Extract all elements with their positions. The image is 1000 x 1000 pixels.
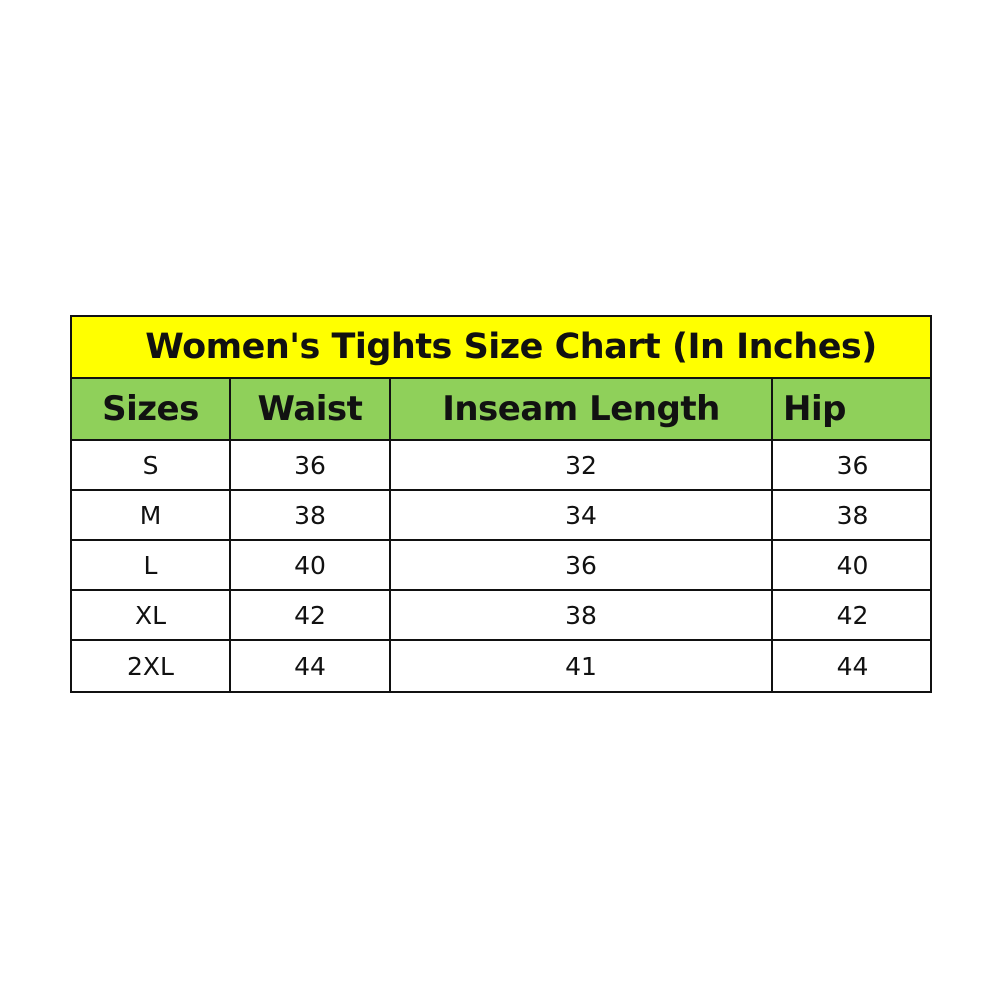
table-row: 2XL 44 41 44: [72, 641, 930, 691]
cell-inseam-length: 41: [391, 641, 773, 691]
cell-hip: 42: [836, 600, 869, 630]
cell-hip: 36: [836, 450, 869, 480]
cell-waist: 42: [231, 591, 391, 639]
table-row: L 40 36 40: [72, 541, 930, 591]
cell-hip: 44: [836, 651, 869, 681]
cell-waist: 36: [231, 441, 391, 489]
cell-waist: 38: [231, 491, 391, 539]
cell-inseam-length: 32: [391, 441, 773, 489]
table-row: S 36 32 36: [72, 441, 930, 491]
cell-hip: 40: [836, 550, 869, 580]
header-waist: Waist: [231, 379, 391, 439]
header-sizes: Sizes: [72, 379, 231, 439]
cell-size: M: [72, 491, 231, 539]
cell-hip: 38: [836, 500, 869, 530]
cell-inseam-length: 36: [391, 541, 773, 589]
cell-waist: 40: [231, 541, 391, 589]
cell-size: XL: [72, 591, 231, 639]
cell-inseam-length: 34: [391, 491, 773, 539]
table-title: Women's Tights Size Chart (In Inches): [72, 317, 930, 379]
size-chart-table: Women's Tights Size Chart (In Inches) Si…: [70, 315, 932, 693]
header-inseam-length: Inseam Length: [391, 379, 773, 439]
header-hip: Hip: [783, 389, 846, 429]
cell-size: L: [72, 541, 231, 589]
cell-size: 2XL: [72, 641, 231, 691]
table-row: XL 42 38 42: [72, 591, 930, 641]
cell-inseam-length: 38: [391, 591, 773, 639]
cell-size: S: [72, 441, 231, 489]
header-row: Sizes Waist Inseam Length Hip: [72, 379, 930, 441]
table-row: M 38 34 38: [72, 491, 930, 541]
cell-waist: 44: [231, 641, 391, 691]
